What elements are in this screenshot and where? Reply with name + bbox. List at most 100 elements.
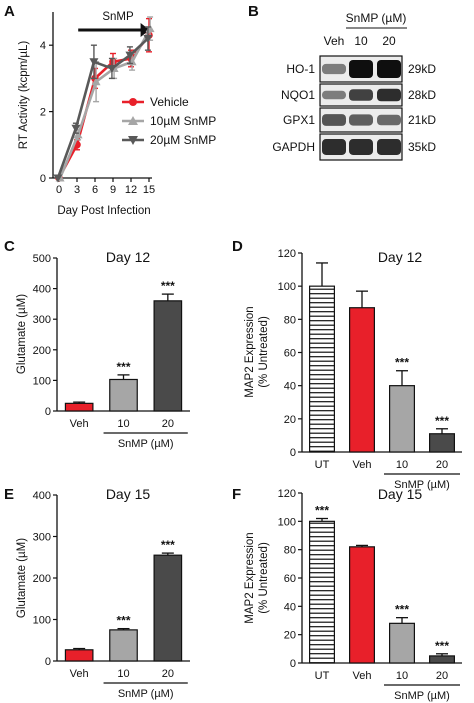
blot-band	[349, 60, 373, 78]
blot-size-label: 28kD	[408, 88, 436, 102]
panel-d-group-label: SnMP (µM)	[394, 479, 450, 491]
panel-a-point	[73, 130, 83, 139]
panel-d-category-label: 10	[396, 459, 408, 471]
panel-a-point	[125, 51, 135, 60]
panel-b-western-blot: SnMP (µM) Veh 10 20 HO-1 29kD NQO1 28kD GPX1 21…	[272, 11, 436, 161]
panel-f-group-label: SnMP (µM)	[394, 690, 450, 702]
panel-e-ytick-label: 300	[33, 532, 51, 544]
panel-e-category-label: 20	[162, 668, 174, 680]
panel-a-xtick-label: 3	[74, 184, 80, 196]
panel-c-bar	[153, 300, 183, 412]
blot-band	[377, 114, 401, 126]
panel-c-category-label: 20	[162, 418, 174, 430]
blot-band	[377, 88, 401, 102]
panel-f-bar	[309, 520, 336, 664]
panel-c-title: Day 12	[106, 249, 151, 265]
blot-lane-label: 20	[382, 34, 396, 48]
panel-a-xtick-label: 15	[143, 184, 155, 196]
panel-c-significance: ***	[161, 279, 175, 293]
panel-letter-c: C	[4, 238, 15, 255]
panel-a-point	[143, 35, 153, 44]
panel-f-category-label: 20	[436, 670, 448, 682]
panel-c-ytick-label: 300	[33, 314, 51, 326]
panel-a-legend-marker	[128, 116, 138, 125]
blot-protein-label: NQO1	[281, 88, 315, 102]
panel-c-ytick-label: 500	[33, 253, 51, 265]
panel-e-bar	[153, 554, 183, 662]
panel-f-ylabel-line: (% Untreated)	[258, 542, 270, 614]
panel-a-ytick-label: 0	[40, 173, 46, 185]
panel-a-point	[107, 64, 117, 73]
blot-size-label: 29kD	[408, 62, 436, 76]
panel-c-group-label: SnMP (µM)	[118, 438, 174, 450]
panel-d-ytick-label: 80	[284, 314, 296, 326]
panel-letter-e: E	[4, 486, 14, 503]
panel-d-bar	[429, 433, 456, 453]
blot-protein-label: GAPDH	[272, 140, 315, 154]
panel-e-ytick-label: 400	[33, 490, 51, 502]
panel-c-bar	[109, 378, 138, 412]
blot-lane-label: Veh	[324, 34, 345, 48]
panel-a-xtick-label: 9	[110, 184, 116, 196]
panel-e-title: Day 15	[106, 486, 151, 502]
blot-band	[322, 139, 346, 155]
panel-letter-d: D	[232, 238, 243, 255]
panel-e-category-label: Veh	[70, 668, 89, 680]
panel-c-ytick-label: 100	[33, 375, 51, 387]
blot-band	[349, 114, 373, 126]
panel-d-ylabel-line: (% Untreated)	[258, 316, 270, 388]
blot-band	[377, 60, 401, 78]
panel-e-ylabel-line: Glutamate (µM)	[16, 538, 28, 618]
panel-f-significance: ***	[395, 603, 409, 617]
panel-c-ylabel-line: Glutamate (µM)	[16, 294, 28, 374]
blot-lane-label: 10	[354, 34, 368, 48]
panel-d-category-label: UT	[315, 459, 330, 471]
panel-a-ytick-label: 4	[40, 40, 46, 52]
blot-protein-label: HO-1	[286, 62, 315, 76]
panel-a-point	[53, 174, 63, 183]
panel-f-ytick-label: 80	[284, 545, 296, 557]
panel-f-title: Day 15	[378, 486, 423, 502]
panel-f-bar	[429, 655, 456, 664]
blot-protein-label: GPX1	[283, 113, 315, 127]
panel-d-ytick-label: 40	[284, 381, 296, 393]
panel-f-ytick-label: 100	[278, 516, 296, 528]
panel-d-ytick-label: 0	[290, 447, 296, 459]
panel-f-ytick-label: 0	[290, 658, 296, 670]
panel-c-category-label: Veh	[70, 418, 89, 430]
panel-f-category-label: 10	[396, 670, 408, 682]
panel-a-legend-label: 10µM SnMP	[150, 114, 216, 128]
panel-f-significance: ***	[315, 504, 329, 518]
panel-f-ytick-label: 60	[284, 573, 296, 585]
panel-e-significance: ***	[161, 538, 175, 552]
panel-d-title: Day 12	[378, 249, 423, 265]
panel-d-category-label: Veh	[353, 459, 372, 471]
blot-size-label: 21kD	[408, 113, 436, 127]
panel-a-ytick-label: 2	[40, 107, 46, 119]
blot-band	[322, 90, 346, 100]
panel-a-snmp-arrowhead	[140, 23, 150, 37]
panel-e-significance: ***	[116, 614, 130, 628]
panel-c-significance: ***	[116, 360, 130, 374]
blot-size-label: 35kD	[408, 140, 436, 154]
blot-band	[349, 139, 373, 155]
panel-e-ytick-label: 200	[33, 573, 51, 585]
panel-a-legend-marker	[129, 98, 137, 106]
panel-d-bar	[309, 285, 336, 453]
panel-a-point	[91, 77, 101, 86]
panel-a-xlabel: Day Post Infection	[57, 205, 150, 217]
panel-a-annotation: SnMP	[102, 11, 134, 23]
panel-c-ylabel: Glutamate (µM)	[16, 294, 28, 374]
panel-e-bar	[64, 649, 94, 662]
panel-a-ylabel: RT Activity (kcpm/µL)	[18, 41, 30, 150]
panel-f-ylabel-line: MAP2 Expression	[244, 532, 256, 623]
panel-a-legend-label: 20µM SnMP	[150, 133, 216, 147]
panel-f-ytick-label: 40	[284, 601, 296, 613]
blot-treatment-header: SnMP (µM)	[346, 11, 407, 25]
panel-a-legend-label: Vehicle	[150, 95, 189, 109]
panel-e-group-label: SnMP (µM)	[118, 688, 174, 700]
panel-e-category-label: 10	[117, 668, 129, 680]
panel-a-point	[109, 58, 117, 66]
blot-band	[322, 63, 346, 75]
